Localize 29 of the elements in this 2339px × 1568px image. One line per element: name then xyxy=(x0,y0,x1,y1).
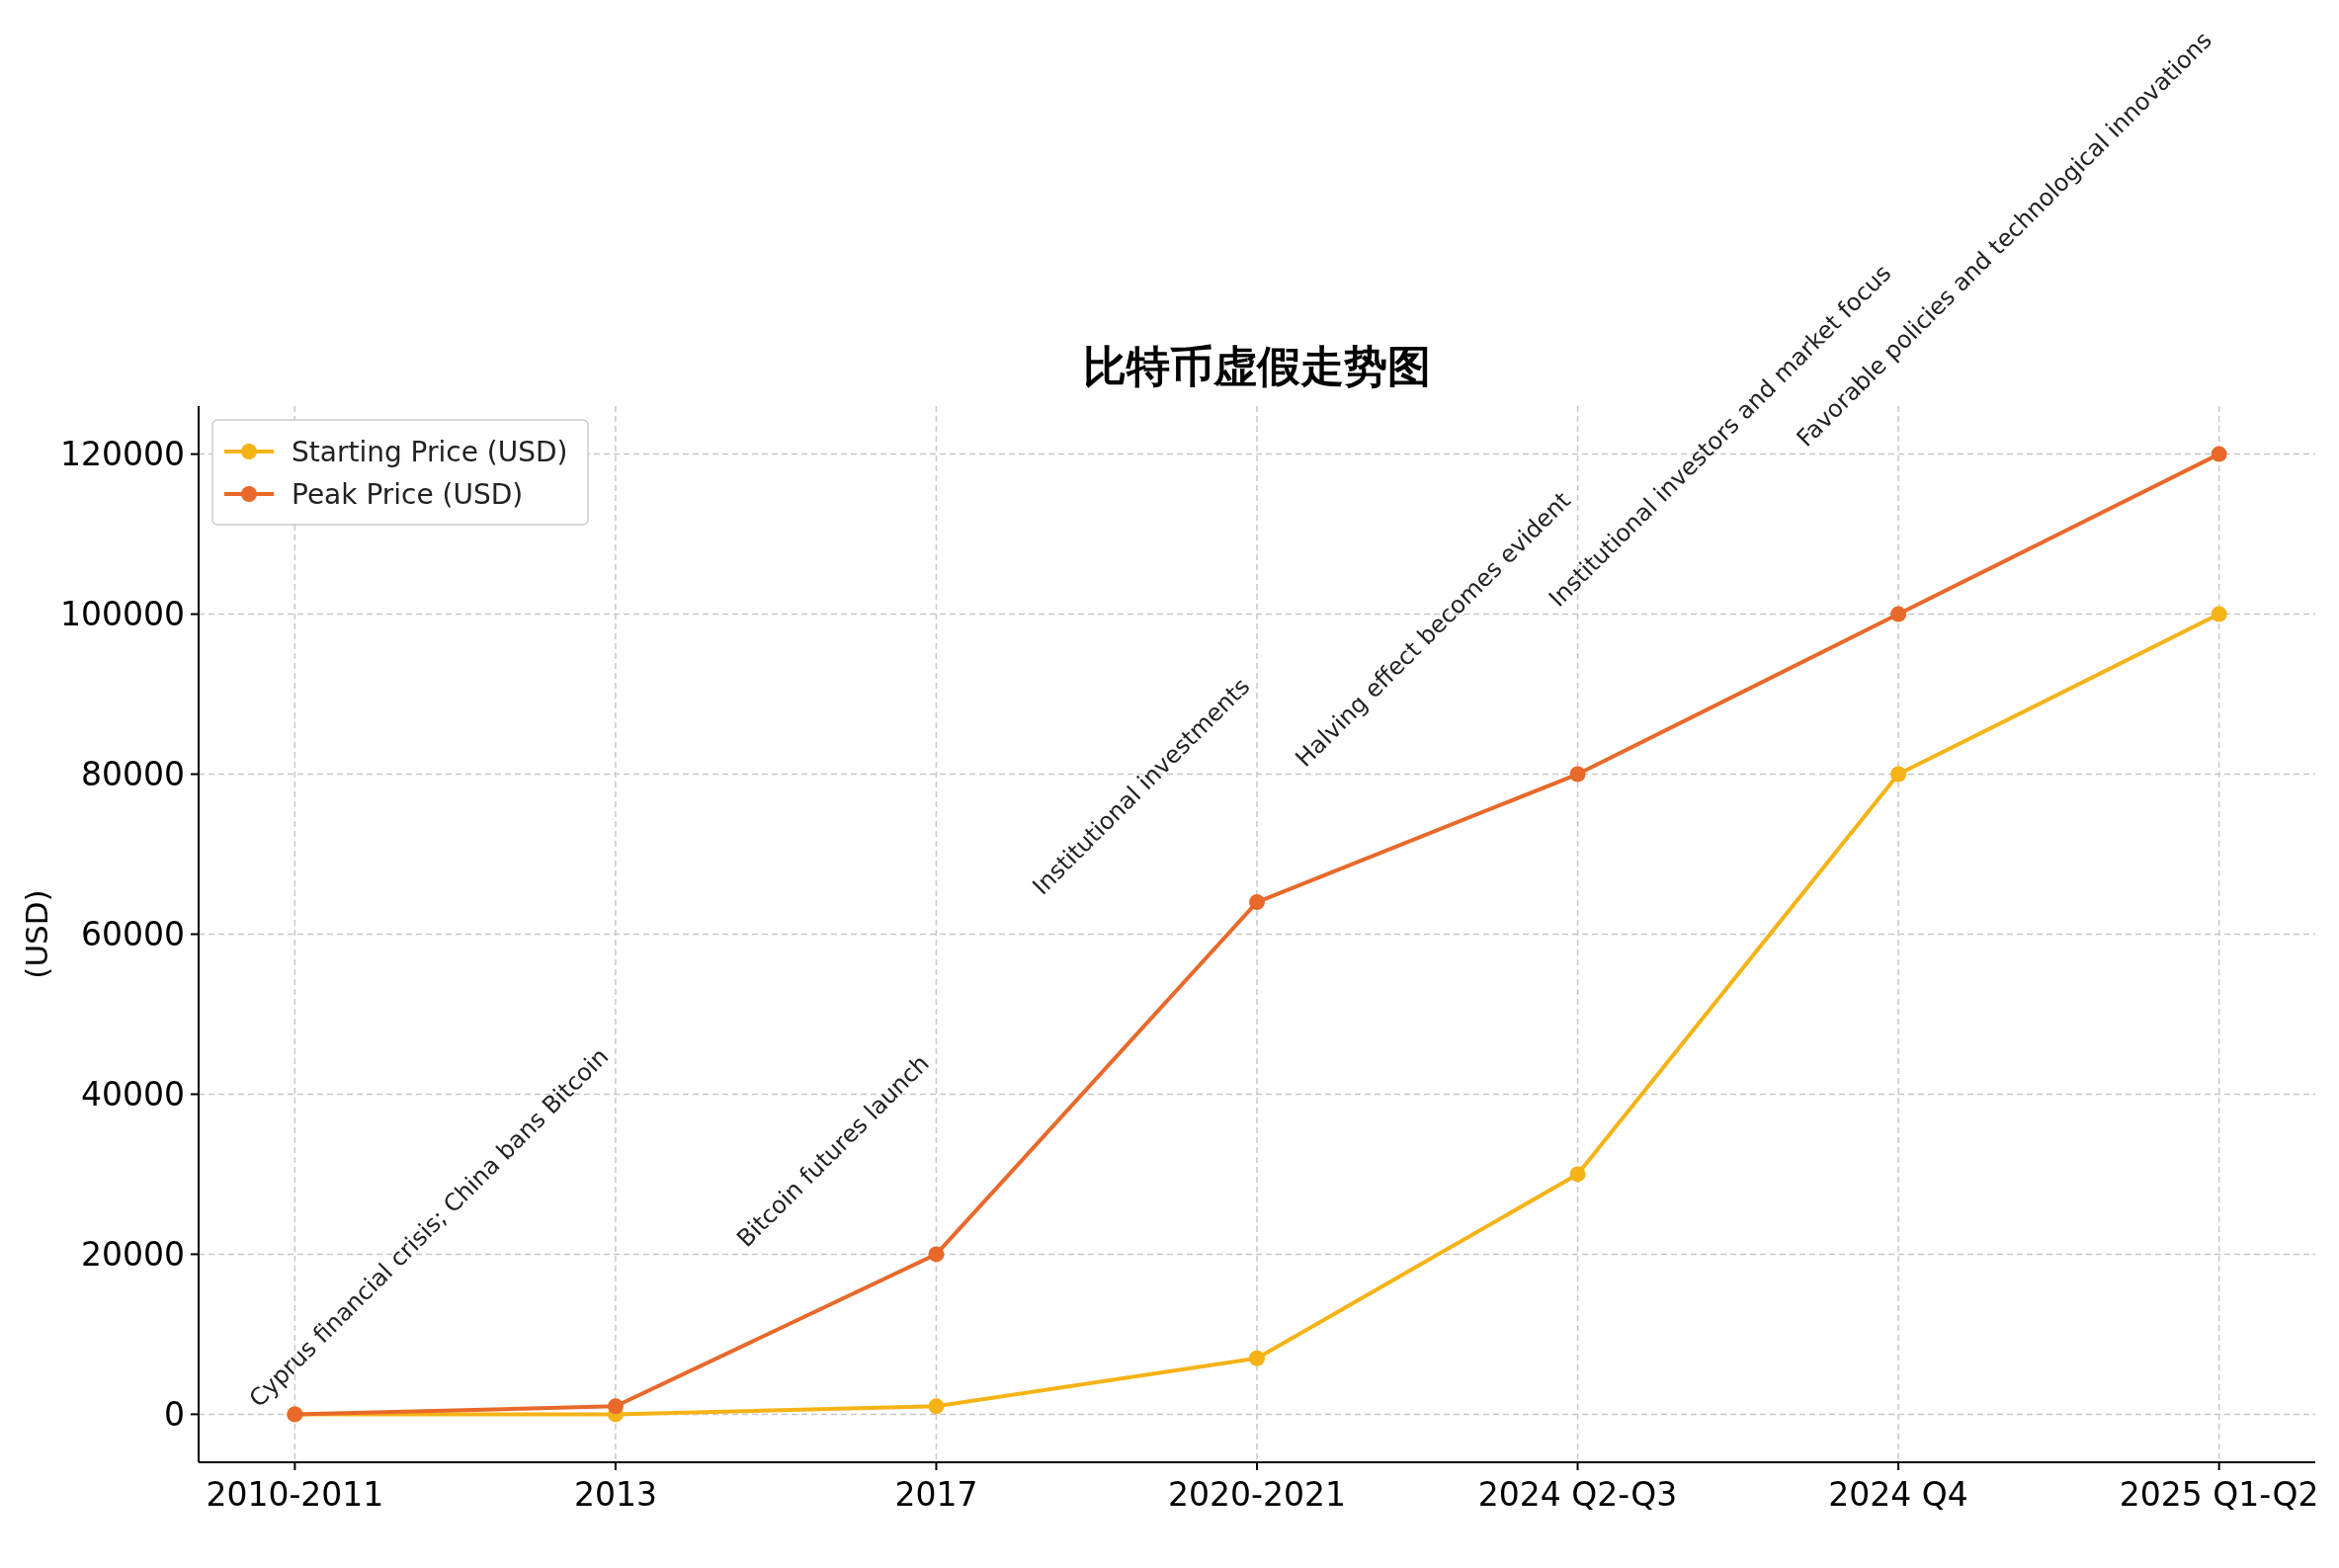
point xyxy=(928,1246,945,1263)
y-tick-label: 100000 xyxy=(60,595,185,634)
x-tick-label: 2025 Q1-Q2 xyxy=(2119,1475,2319,1514)
y-tick-label: 40000 xyxy=(81,1074,185,1114)
point xyxy=(607,1398,624,1415)
point xyxy=(1569,766,1586,783)
point xyxy=(1249,1350,1265,1366)
chart-title: 比特币虚假走势图 xyxy=(1083,341,1431,391)
y-tick-label: 20000 xyxy=(81,1234,185,1274)
point xyxy=(2211,446,2227,462)
y-tick-label: 80000 xyxy=(81,755,185,794)
point xyxy=(1890,606,1907,622)
point xyxy=(928,1398,945,1415)
x-tick-label: 2020-2021 xyxy=(1168,1475,1346,1514)
point xyxy=(2211,606,2227,622)
x-tick-label: 2024 Q4 xyxy=(1828,1475,1968,1514)
x-tick-label: 2010-2011 xyxy=(206,1475,384,1514)
legend-label: Peak Price (USD) xyxy=(292,477,524,511)
y-tick-label: 0 xyxy=(164,1394,185,1434)
y-axis-title: (USD) xyxy=(19,889,54,979)
y-tick-label: 60000 xyxy=(81,915,185,953)
legend-label: Starting Price (USD) xyxy=(292,435,568,468)
y-tick-label: 120000 xyxy=(60,435,185,474)
point xyxy=(1569,1166,1586,1183)
x-tick-label: 2013 xyxy=(573,1475,657,1514)
x-tick-label: 2017 xyxy=(894,1475,978,1514)
point xyxy=(1249,894,1265,911)
x-tick-label: 2024 Q2-Q3 xyxy=(1477,1475,1678,1514)
point xyxy=(1890,766,1907,783)
